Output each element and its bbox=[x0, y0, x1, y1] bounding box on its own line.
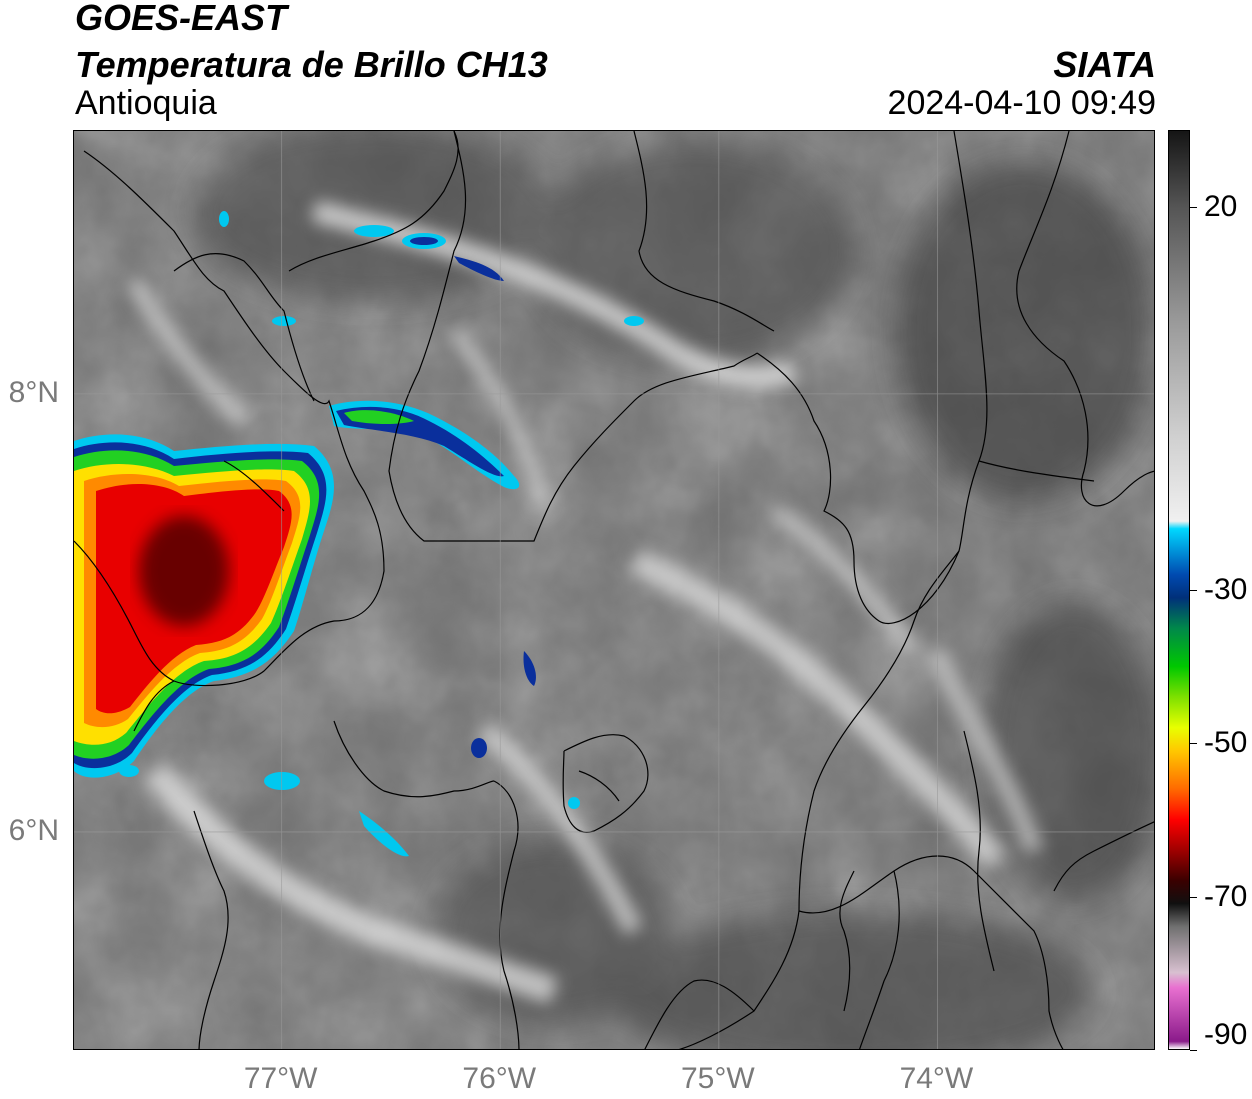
colorbar-tick-label: -50 bbox=[1204, 726, 1248, 760]
lon-tick-label: 76°W bbox=[462, 1062, 537, 1095]
lat-tick-label: 8°N bbox=[8, 375, 59, 409]
map-canvas bbox=[74, 131, 1154, 1049]
map-title: GOES-EAST bbox=[75, 0, 288, 38]
colorbar-tick-label: -30 bbox=[1204, 573, 1248, 606]
map-subtitle: Temperatura de Brillo CH13 bbox=[75, 44, 548, 85]
satellite-map bbox=[73, 130, 1155, 1050]
colorbar-tick bbox=[1190, 590, 1197, 591]
bright-cloud-bands bbox=[126, 200, 1044, 1005]
colorbar-tick-label: -90 bbox=[1204, 1018, 1248, 1051]
datetime-label: 2024-04-10 09:49 bbox=[887, 84, 1156, 122]
temperature-colorbar bbox=[1168, 130, 1190, 1050]
colorbar-tick bbox=[1190, 1050, 1197, 1051]
lon-tick-label: 75°W bbox=[680, 1062, 755, 1095]
lat-tick-label: 6°N bbox=[8, 813, 59, 847]
region-label: Antioquia bbox=[75, 84, 217, 122]
convective-storm bbox=[74, 434, 334, 778]
organization-label: SIATA bbox=[1053, 44, 1156, 85]
lat-lon-grid bbox=[74, 131, 1154, 1049]
colorbar-tick-label: 20 bbox=[1204, 189, 1238, 223]
dark-regions bbox=[194, 131, 1154, 1049]
lon-tick-label: 74°W bbox=[899, 1062, 974, 1095]
colorbar-tick bbox=[1190, 743, 1197, 745]
storm-core bbox=[139, 516, 229, 626]
lon-tick-label: 77°W bbox=[243, 1062, 318, 1095]
colorbar-tick bbox=[1190, 896, 1197, 898]
political-borders bbox=[74, 131, 1154, 1049]
colorbar-tick bbox=[1190, 206, 1197, 208]
colorbar-tick-label: -70 bbox=[1204, 879, 1248, 913]
